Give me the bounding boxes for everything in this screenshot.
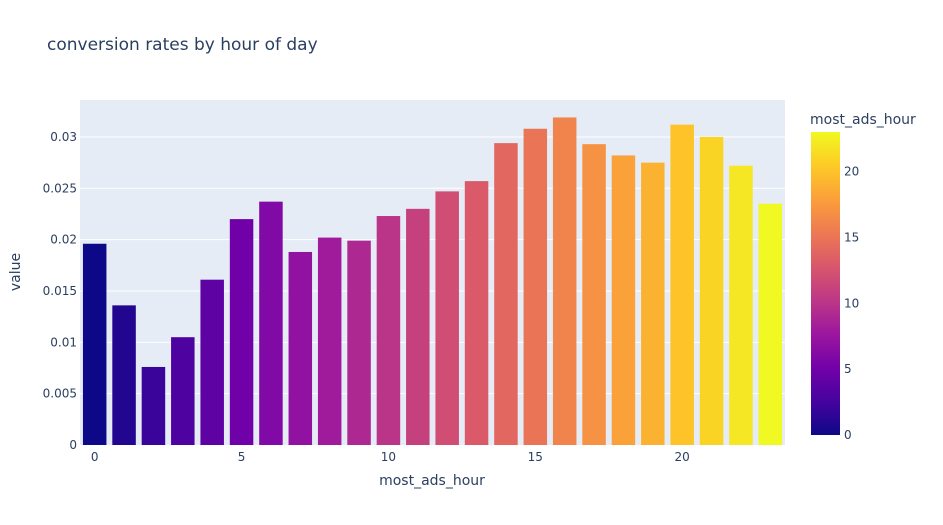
bar-hour-17	[582, 144, 606, 445]
bar-hour-1	[112, 305, 136, 445]
bar-hour-3	[171, 337, 195, 445]
plot-area	[80, 100, 785, 445]
grid-lines	[80, 136, 785, 395]
y-tick-label: 0.005	[43, 387, 77, 401]
y-tick-label: 0.03	[50, 130, 77, 144]
x-tick-label: 15	[528, 450, 543, 464]
bar-hour-11	[406, 208, 430, 445]
colorbar	[811, 132, 840, 435]
bar-hour-22	[729, 165, 753, 445]
y-axis-label: value	[8, 253, 24, 291]
bar-hour-13	[464, 181, 489, 445]
colorbar-tick-label: 20	[844, 165, 859, 179]
bar-hour-9	[347, 240, 371, 445]
bar-hour-4	[200, 279, 224, 445]
bar-hour-8	[317, 237, 342, 445]
colorbar-title: most_ads_hour	[810, 112, 916, 128]
bar-hour-7	[288, 251, 313, 445]
x-axis-label: most_ads_hour	[379, 473, 485, 489]
bar-hour-12	[435, 191, 459, 445]
bar-hour-0	[82, 243, 107, 445]
y-axis-ticks: 0 0.005 0.01 0.015 0.02 0.025 0.03	[43, 130, 77, 452]
colorbar-tick-label: 0	[844, 428, 852, 442]
bar-hour-14	[494, 143, 518, 445]
x-tick-label: 0	[91, 450, 99, 464]
colorbar-tick-label: 5	[844, 362, 852, 376]
bar-hour-15	[523, 128, 548, 445]
colorbar-ticks: 0 5 10 15 20	[844, 165, 859, 442]
bars	[82, 117, 783, 446]
bar-hour-6	[259, 201, 283, 445]
bar-hour-20	[670, 124, 694, 446]
y-tick-label: 0.015	[43, 284, 77, 298]
chart-title: conversion rates by hour of day	[47, 35, 318, 55]
x-tick-label: 10	[381, 450, 396, 464]
x-tick-label: 20	[675, 450, 690, 464]
y-tick-label: 0.025	[43, 181, 77, 195]
x-tick-label: 5	[238, 450, 246, 464]
bar-hour-18	[611, 155, 636, 446]
bar-hour-23	[758, 203, 783, 445]
colorbar-tick-label: 10	[844, 296, 859, 310]
x-axis-ticks: 0 5 10 15 20	[91, 450, 690, 464]
bar-hour-10	[376, 216, 401, 445]
bar-hour-2	[141, 366, 166, 445]
y-tick-label: 0.02	[50, 233, 77, 247]
y-tick-label: 0	[69, 438, 77, 452]
bar-hour-5	[229, 219, 254, 445]
colorbar-tick-label: 15	[844, 230, 859, 244]
bar-hour-16	[552, 117, 577, 446]
bar-hour-21	[699, 136, 724, 445]
bar-hour-19	[641, 162, 665, 446]
y-tick-label: 0.01	[50, 335, 77, 349]
